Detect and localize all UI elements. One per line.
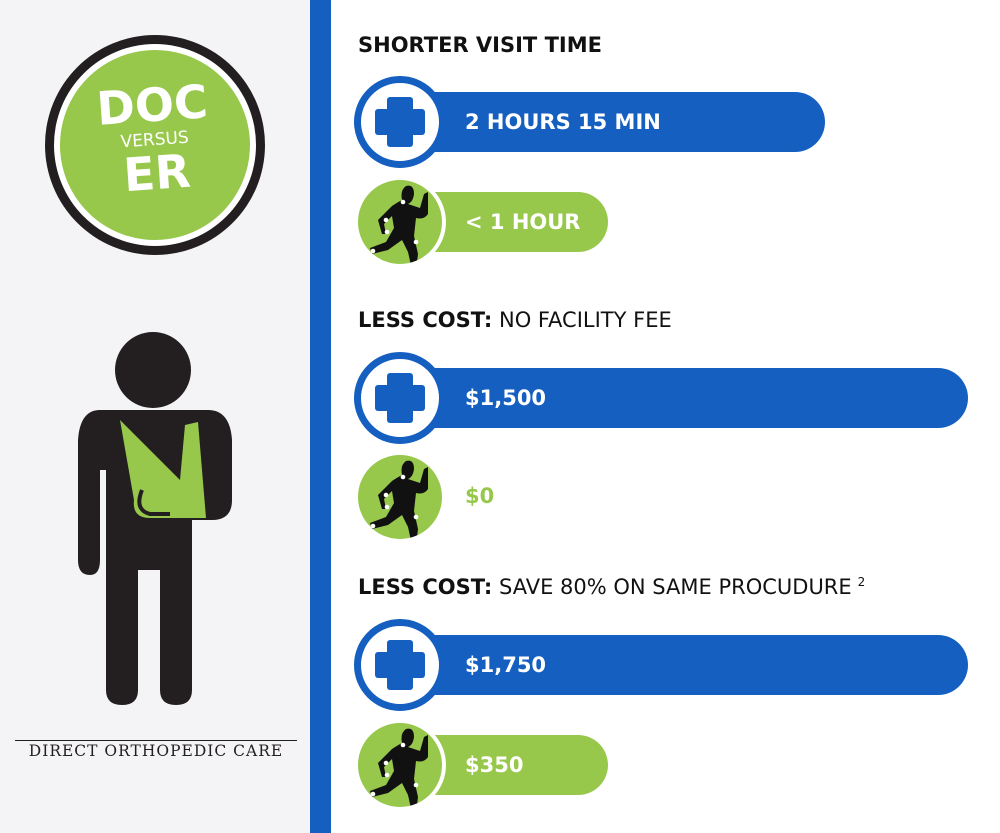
divider-stripe [310,0,331,833]
runner-icon [354,176,446,268]
person-arm-sling-icon [78,332,232,705]
section-title-visit-time: SHORTER VISIT TIME [358,33,602,57]
runner-icon [354,719,446,811]
doc-value-facility-fee: $0 [465,484,495,508]
er-bar-procedure: $1,750 [400,635,968,695]
brand-rule [15,740,297,741]
doc-versus-er-logo: DOC VERSUS ER [45,35,265,255]
brand-name: DIRECT ORTHOPEDIC CARE [28,742,284,760]
er-bar-visit-time: 2 HOURS 15 MIN [400,92,825,152]
runner-icon [354,451,446,543]
logo-doc: DOC [94,74,210,136]
medical-cross-icon [354,76,446,168]
section-title-procedure: LESS COST: SAVE 80% ON SAME PROCUDURE 2 [358,575,866,599]
section-title-facility-fee: LESS COST: NO FACILITY FEE [358,308,672,332]
er-bar-facility-fee: $1,500 [400,368,968,428]
medical-cross-icon [354,352,446,444]
medical-cross-icon [354,619,446,711]
